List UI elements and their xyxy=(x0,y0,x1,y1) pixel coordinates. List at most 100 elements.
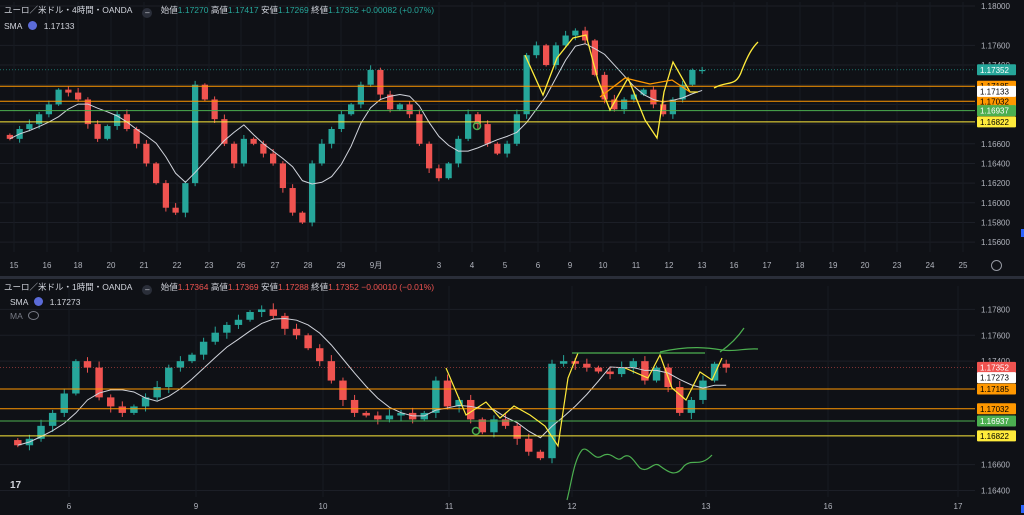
scale-settings-icon[interactable] xyxy=(991,260,1002,271)
bottom-x-tick-label: 6 xyxy=(67,502,72,511)
bottom-candle-body xyxy=(292,328,301,336)
top-x-tick-label: 25 xyxy=(959,261,968,270)
settings-icon[interactable] xyxy=(28,21,38,30)
bottom-open-label: 始値 xyxy=(160,282,178,292)
top-marker-circle xyxy=(472,121,482,131)
bottom-candle-body xyxy=(37,425,45,439)
top-x-tick-label: 16 xyxy=(43,261,52,270)
top-last-price-badge-text: 1.17352 xyxy=(980,66,1009,75)
top-candle-body xyxy=(533,45,540,56)
top-y-tick-label: 1.16600 xyxy=(981,140,1010,149)
top-level-tag-text: 1.17032 xyxy=(980,97,1009,106)
bottom-y-tick-label: 1.16600 xyxy=(981,461,1010,470)
top-x-tick-label: 20 xyxy=(861,261,870,270)
top-y-tick-label: 1.15600 xyxy=(981,238,1010,247)
bottom-close-label: 終値 xyxy=(311,282,329,292)
top-candle-body xyxy=(650,89,657,105)
top-close-label: 終値 xyxy=(311,5,329,15)
top-sma-badge xyxy=(977,85,1016,97)
top-legend: ユーロ／米ドル・4時間・OANDA – 始値1.17270 高値1.17417 … xyxy=(4,4,434,18)
right-edge-marker[interactable] xyxy=(1021,505,1024,513)
top-candle-body xyxy=(211,99,218,120)
top-candle-body xyxy=(182,183,189,213)
bottom-x-tick-label: 10 xyxy=(319,502,328,511)
bottom-candle-body xyxy=(432,380,440,413)
top-candle-body xyxy=(348,104,355,115)
top-candle-body xyxy=(65,89,72,93)
top-candle-body xyxy=(367,69,374,85)
top-candle-body xyxy=(172,207,179,213)
bottom-candle-body xyxy=(95,367,103,398)
top-candle-body xyxy=(240,138,247,164)
bottom-x-tick-label: 17 xyxy=(954,502,963,511)
top-x-tick-label: 21 xyxy=(140,261,149,270)
bottom-candle-body xyxy=(199,341,208,355)
top-candle-body xyxy=(114,114,121,127)
bottom-marker-circle xyxy=(471,426,481,436)
bottom-last-price-badge xyxy=(977,361,1016,373)
bottom-candle-body xyxy=(583,363,591,368)
top-candle-body xyxy=(611,99,618,110)
top-x-tick-label: 27 xyxy=(271,261,280,270)
bottom-sma-label: SMA xyxy=(10,297,28,307)
bottom-candle-body xyxy=(118,406,127,413)
eye-hidden-icon[interactable] xyxy=(27,311,39,320)
bottom-x-tick-label: 12 xyxy=(568,502,577,511)
bottom-candle-body xyxy=(397,412,405,416)
bottom-candle-body xyxy=(443,380,452,407)
top-y-tick-label: 1.15800 xyxy=(981,218,1010,227)
top-candle-body xyxy=(250,138,257,144)
top-candle-body xyxy=(6,134,13,139)
top-candle-body xyxy=(153,163,160,184)
bottom-candle-body xyxy=(374,415,382,420)
top-x-tick-label: 4 xyxy=(470,261,475,270)
corner-mark: 17 xyxy=(10,480,22,491)
bottom-sma-legend[interactable]: SMA 1.17273 xyxy=(10,297,80,307)
settings-icon[interactable] xyxy=(34,297,44,306)
top-chart-pane[interactable]: 1.180001.176001.174001.172001.170001.168… xyxy=(0,2,1016,270)
bottom-sma-badge xyxy=(977,372,1016,384)
top-candle-body xyxy=(45,104,52,115)
bottom-y-tick-label: 1.16400 xyxy=(981,487,1010,496)
bottom-candle-body xyxy=(153,387,161,398)
bottom-candle-body xyxy=(594,367,603,372)
bottom-candle-body xyxy=(246,311,254,320)
bottom-candle-body xyxy=(606,371,614,375)
top-x-tick-label: 28 xyxy=(304,261,313,270)
bottom-chart-pane[interactable]: 1.17800 1.17600 1.17400 1.16600 1.16400 6 9 10 1… xyxy=(0,286,1016,511)
bottom-candle-body xyxy=(48,412,57,426)
bottom-symbol-title[interactable]: ユーロ／米ドル・1時間・OANDA xyxy=(4,282,132,292)
top-sma-legend[interactable]: SMA 1.17133 xyxy=(4,21,74,31)
legend-toggle-icon[interactable]: – xyxy=(142,285,153,295)
bottom-low-value: 1.17288 xyxy=(278,282,309,292)
bottom-level-tag xyxy=(977,403,1016,415)
legend-toggle-icon[interactable]: – xyxy=(142,8,153,18)
bottom-level-tag xyxy=(977,415,1016,427)
bottom-high-value: 1.17369 xyxy=(227,282,259,292)
top-candle-body xyxy=(679,84,686,100)
top-candle-body xyxy=(377,69,384,95)
bottom-projection-lower xyxy=(566,448,713,501)
top-candle-body xyxy=(84,99,91,125)
bottom-candle-body xyxy=(350,399,359,413)
top-x-tick-label: 19 xyxy=(829,261,838,270)
top-candle-body xyxy=(630,94,637,100)
bottom-level-tag-text: 1.16822 xyxy=(980,432,1009,441)
top-symbol-title[interactable]: ユーロ／米ドル・4時間・OANDA xyxy=(4,5,132,15)
bottom-low-label: 安値 xyxy=(261,282,279,292)
bottom-projection-upper xyxy=(719,327,745,353)
bottom-candle-body xyxy=(652,367,661,381)
top-sma-badge-text: 1.17133 xyxy=(980,87,1009,96)
top-x-tick-label: 11 xyxy=(632,261,641,270)
bottom-candle-body xyxy=(617,367,626,375)
bottom-x-tick-label: 16 xyxy=(824,502,833,511)
top-candle-body xyxy=(192,84,199,184)
bottom-candle-body xyxy=(559,361,568,364)
bottom-ma-legend[interactable]: MA xyxy=(10,311,39,321)
top-level-tag xyxy=(977,116,1016,128)
right-edge-marker[interactable] xyxy=(1021,229,1024,237)
top-x-tick-label: 24 xyxy=(926,261,935,270)
top-candle-body xyxy=(523,55,530,115)
bottom-ma-label: MA xyxy=(10,311,23,321)
